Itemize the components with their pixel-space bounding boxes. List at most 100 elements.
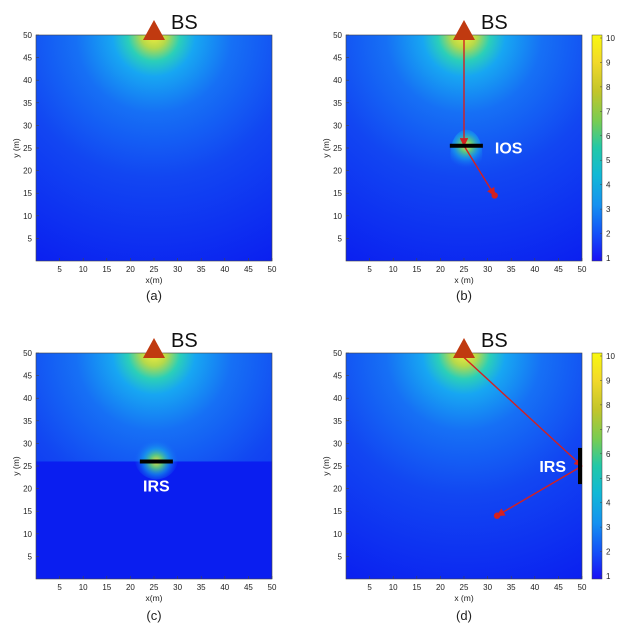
- y-tick-label: 20: [23, 167, 32, 176]
- base-station-label: BS: [171, 330, 198, 352]
- heatmap-field: [346, 353, 582, 579]
- base-station-marker: [143, 338, 165, 358]
- y-tick-label: 35: [23, 417, 32, 426]
- y-tick-label: 10: [23, 212, 32, 221]
- colorbar-tick-label: 6: [606, 132, 611, 141]
- y-tick-label: 25: [23, 462, 32, 471]
- y-tick-label: 10: [23, 530, 32, 539]
- y-tick-label: 15: [333, 189, 342, 198]
- x-tick-label: 10: [389, 583, 398, 592]
- y-tick-label: 45: [23, 54, 32, 63]
- x-tick-label: 50: [578, 265, 587, 274]
- y-tick-label: 20: [333, 485, 342, 494]
- x-tick-label: 5: [57, 583, 62, 592]
- surface-label: IOS: [495, 141, 523, 158]
- x-tick-label: 35: [197, 265, 206, 274]
- y-tick-label: 15: [333, 507, 342, 516]
- panel-d: 5 10 15 20 25 30 35 40 45 505101520253035404550x …: [321, 330, 615, 623]
- y-tick-label: 40: [333, 394, 342, 403]
- y-tick-label: 15: [23, 507, 32, 516]
- y-tick-label: 25: [333, 144, 342, 153]
- colorbar-tick-label: 9: [606, 58, 611, 67]
- panel-caption: (a): [146, 288, 162, 303]
- y-tick-label: 45: [333, 372, 342, 381]
- y-axis-label: y (m): [321, 456, 331, 476]
- x-tick-label: 20: [126, 583, 135, 592]
- y-tick-label: 20: [23, 485, 32, 494]
- heatmap: [36, 35, 272, 261]
- y-tick-label: 25: [333, 462, 342, 471]
- base-station-marker: [453, 20, 475, 40]
- y-tick-label: 45: [333, 54, 342, 63]
- y-tick-label: 5: [28, 552, 33, 561]
- y-tick-label: 35: [23, 99, 32, 108]
- x-axis-label: x(m): [146, 593, 163, 603]
- x-tick-label: 50: [578, 583, 587, 592]
- x-tick-label: 15: [102, 265, 111, 274]
- y-tick-label: 50: [333, 349, 342, 358]
- y-tick-label: 40: [23, 394, 32, 403]
- y-tick-label: 20: [333, 167, 342, 176]
- focus-spot: [134, 435, 179, 480]
- x-tick-label: 35: [507, 265, 516, 274]
- user-point: [491, 192, 498, 199]
- x-tick-label: 15: [412, 265, 421, 274]
- signal-ray-arrow: [496, 465, 583, 517]
- x-tick-label: 30: [483, 265, 492, 274]
- y-tick-label: 30: [23, 121, 32, 130]
- colorbar-tick-label: 5: [606, 156, 611, 165]
- x-tick-label: 45: [554, 583, 563, 592]
- user-point: [493, 512, 501, 519]
- y-tick-label: 45: [23, 372, 32, 381]
- x-tick-label: 10: [389, 265, 398, 274]
- colorbar-tick-label: 9: [606, 376, 611, 385]
- colorbar-tick-label: 7: [606, 425, 611, 434]
- y-tick-label: 30: [23, 439, 32, 448]
- colorbar: [591, 352, 603, 580]
- colorbar-tick-label: 5: [606, 474, 611, 483]
- colorbar-tick-label: 2: [606, 230, 611, 239]
- y-tick-label: 40: [23, 76, 32, 85]
- x-tick-label: 40: [220, 265, 229, 274]
- panel-caption: (d): [456, 608, 472, 623]
- y-tick-label: 15: [23, 189, 32, 198]
- x-tick-label: 5: [57, 265, 62, 274]
- base-station-label: BS: [171, 12, 198, 34]
- x-tick-label: 45: [554, 265, 563, 274]
- colorbar-tick-label: 4: [606, 181, 611, 190]
- colorbar-tick-label: 6: [606, 450, 611, 459]
- colorbar-tick-label: 8: [606, 83, 611, 92]
- x-tick-label: 50: [268, 583, 277, 592]
- x-axis-label: x (m): [454, 593, 474, 603]
- x-tick-label: 30: [483, 583, 492, 592]
- base-station-label: BS: [481, 12, 508, 34]
- surface-label: IRS: [539, 459, 566, 476]
- panel-caption: (b): [456, 288, 472, 303]
- x-tick-label: 10: [79, 583, 88, 592]
- surface-label: IRS: [143, 478, 170, 495]
- panel-c: 5 10 15 20 25 30 35 40 45 50 5 10 15 20 25 30 35 40 45 50 x(…: [11, 330, 277, 623]
- colorbar-tick-label: 2: [606, 548, 611, 557]
- y-tick-label: 30: [333, 439, 342, 448]
- x-tick-label: 5: [367, 583, 372, 592]
- x-tick-label: 5: [367, 265, 372, 274]
- base-station-marker: [453, 338, 475, 358]
- y-tick-label: 5: [338, 234, 343, 243]
- x-tick-label: 30: [173, 583, 182, 592]
- x-tick-label: 15: [412, 583, 421, 592]
- focus-spot: [450, 129, 483, 178]
- colorbar-tick-label: 4: [606, 499, 611, 508]
- colorbar-tick-label: 3: [606, 523, 611, 532]
- heatmap: [36, 353, 272, 579]
- panel-b: 5 10 15 20 25 30 35 40 45 505101520253035404550x …: [321, 12, 615, 303]
- x-tick-label: 10: [79, 265, 88, 274]
- x-tick-label: 15: [102, 583, 111, 592]
- y-tick-label: 10: [333, 530, 342, 539]
- x-tick-label: 45: [244, 265, 253, 274]
- colorbar-tick-label: 8: [606, 401, 611, 410]
- x-tick-label: 25: [460, 265, 469, 274]
- colorbar-tick-label: 10: [606, 352, 615, 361]
- y-tick-label: 50: [333, 31, 342, 40]
- signal-ray-arrow: [463, 145, 496, 197]
